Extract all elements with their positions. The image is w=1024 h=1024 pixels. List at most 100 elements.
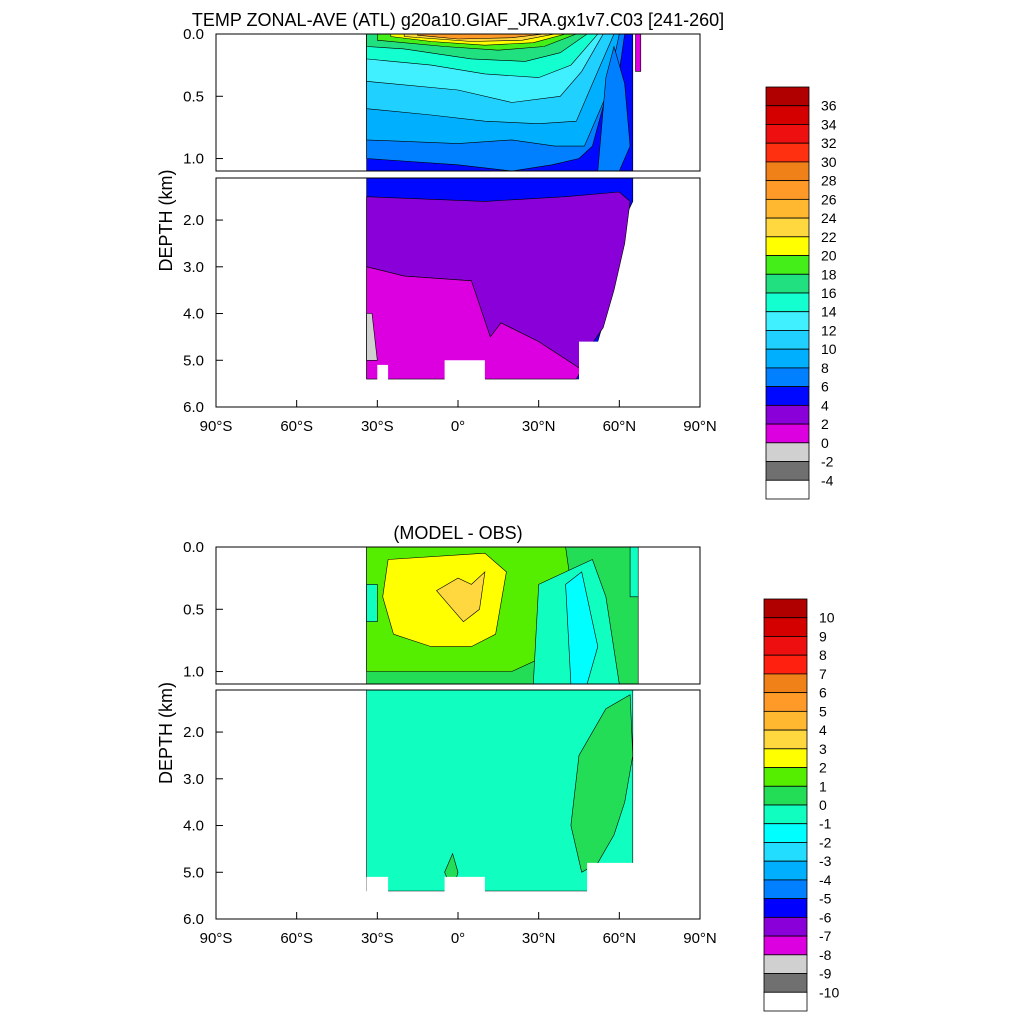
colorbar-swatch (765, 142, 810, 163)
colorbar-label: 3 (819, 741, 827, 757)
y-tick-label: 1.0 (183, 664, 204, 681)
colorbar-swatch (765, 273, 810, 294)
y-axis-label: DEPTH (km) (156, 682, 176, 784)
colorbar-swatch (763, 916, 808, 937)
colorbar-label: 36 (821, 98, 837, 114)
y-tick-label: 2.0 (183, 212, 204, 229)
colorbar-swatch (763, 898, 808, 918)
colorbar-swatch (765, 330, 810, 350)
colorbar-label: 8 (819, 647, 827, 663)
colorbar-label: 7 (819, 666, 827, 682)
y-tick-label: 2.0 (183, 724, 204, 741)
colorbar-label: 10 (821, 341, 837, 357)
colorbar-swatch (765, 311, 810, 331)
colorbar-label: 4 (821, 397, 829, 413)
colorbar-swatch (765, 124, 810, 144)
seafloor-mask (579, 341, 636, 407)
colorbar-swatch (763, 748, 808, 768)
contour-field-13 (635, 34, 642, 72)
y-tick-label: 5.0 (183, 864, 204, 881)
lower-contours (366, 690, 636, 919)
colorbar-swatch (763, 823, 808, 843)
colorbar-swatch (763, 973, 808, 993)
colorbar-label: -4 (819, 872, 832, 888)
colorbar-swatch (765, 161, 810, 182)
colorbar-label: -3 (819, 853, 832, 869)
colorbar-swatch (763, 710, 808, 731)
chart-panel-1: TEMP ZONAL-AVE (ATL) g20a10.GIAF_JRA.gx1… (156, 10, 837, 500)
upper-contours (366, 34, 642, 171)
colorbar-swatch (765, 105, 810, 125)
x-tick-label: 30°S (361, 930, 394, 947)
colorbar-swatch (763, 954, 808, 974)
contour-field-4 (366, 313, 378, 361)
colorbar-label: -4 (821, 472, 834, 488)
colorbar-label: 14 (821, 304, 837, 320)
chart-panel-2: (MODEL - OBS) 90°S 60°S 30°S 0° 30°N 60°N 90°N 0… (156, 523, 839, 1012)
x-tick-label: 60°S (280, 930, 313, 947)
y-tick-label: 6.0 (183, 399, 204, 416)
colorbar-label: -10 (819, 984, 839, 1000)
colorbar-label: -6 (819, 909, 832, 925)
contour-field-7 (366, 584, 378, 623)
colorbar-swatch (763, 598, 808, 619)
colorbar-label: 20 (821, 248, 837, 264)
colorbar-swatch (763, 729, 808, 750)
colorbar-swatch (765, 292, 810, 313)
contour-field-2 (570, 694, 634, 873)
y-tick-label: 6.0 (183, 911, 204, 928)
colorbar-swatch (765, 180, 810, 200)
colorbar-label: 5 (819, 703, 827, 719)
x-tick-label: 90°S (200, 930, 233, 947)
x-tick-label: 90°S (200, 418, 233, 435)
colorbar-swatch (765, 198, 810, 219)
y-tick-label: 5.0 (183, 352, 204, 369)
y-tick-label: 0.5 (183, 601, 204, 618)
colorbar-label: 0 (819, 797, 827, 813)
colorbar-swatch (763, 654, 808, 675)
contour-field-4 (436, 571, 486, 623)
contour-field-12 (597, 45, 631, 171)
chart-title: TEMP ZONAL-AVE (ATL) g20a10.GIAF_JRA.gx1… (192, 10, 724, 31)
x-tick-label: 90°N (683, 930, 717, 947)
y-tick-label: 0.0 (183, 26, 204, 43)
colorbar-label: -2 (821, 454, 834, 470)
seafloor-mask (366, 876, 389, 896)
colorbar-label: 24 (821, 210, 837, 226)
colorbar-swatch (763, 935, 808, 956)
colorbar-label: 9 (819, 628, 827, 644)
colorbar-swatch (763, 636, 808, 656)
colorbar-swatch (763, 692, 808, 712)
upper-frame (215, 546, 701, 685)
colorbar-label: 8 (821, 360, 829, 376)
colorbar-swatch (765, 386, 810, 406)
colorbar-label: 16 (821, 285, 837, 301)
colorbar-swatch (765, 367, 810, 388)
colorbar-swatch (765, 86, 810, 107)
colorbar-label: -2 (819, 834, 832, 850)
y-tick-label: 0.0 (183, 539, 204, 556)
seafloor-mask (444, 360, 485, 384)
colorbar-label: -5 (819, 891, 832, 907)
colorbar-swatch (763, 617, 808, 637)
colorbar-label: 2 (821, 416, 829, 432)
colorbar-swatch (763, 767, 808, 787)
colorbar-label: 34 (821, 116, 837, 132)
contour-field-6 (565, 571, 599, 684)
colorbar-label: 4 (819, 722, 827, 738)
x-tick-label: 60°N (603, 418, 637, 435)
x-tick-label: 90°N (683, 418, 717, 435)
colorbar-label: -1 (819, 816, 832, 832)
y-tick-label: 4.0 (183, 306, 204, 323)
y-tick-label: 4.0 (183, 818, 204, 835)
colorbar-swatch (763, 804, 808, 825)
colorbar-label: 1 (819, 778, 827, 794)
colorbar-swatch (763, 879, 808, 900)
colorbar-swatch (763, 673, 808, 694)
colorbar-swatch (765, 479, 810, 500)
colorbar-swatch (763, 860, 808, 881)
colorbar-label: 2 (819, 760, 827, 776)
x-tick-label: 60°N (603, 930, 637, 947)
colorbar-swatch (765, 404, 810, 425)
